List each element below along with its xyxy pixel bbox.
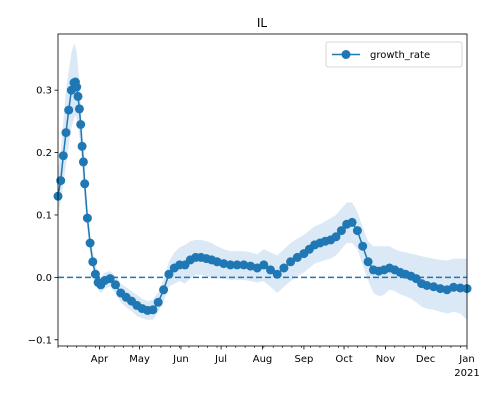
- data-point: [232, 260, 242, 270]
- data-point: [111, 280, 120, 290]
- data-point: [435, 284, 445, 294]
- data-point: [82, 213, 92, 223]
- data-point: [455, 283, 465, 293]
- data-point: [219, 259, 229, 269]
- x-tick-label: Apr: [91, 354, 109, 365]
- chart-title: IL: [257, 16, 268, 30]
- data-point: [76, 120, 86, 129]
- x-tick-label: Jul: [214, 354, 227, 365]
- y-tick-label: 0.2: [36, 148, 52, 159]
- data-point: [61, 128, 71, 138]
- data-point: [292, 252, 302, 262]
- data-point: [56, 176, 66, 186]
- data-point: [105, 274, 115, 284]
- data-point: [85, 238, 95, 248]
- x-tick-label: May: [129, 354, 150, 365]
- data-point: [148, 305, 158, 315]
- y-tick-label: −0.1: [28, 335, 52, 346]
- data-point: [64, 105, 74, 115]
- legend-series-label: growth_rate: [370, 50, 430, 61]
- data-point: [73, 91, 83, 101]
- data-point: [159, 285, 169, 295]
- data-point: [78, 157, 88, 167]
- data-point: [72, 82, 82, 92]
- data-point: [58, 151, 68, 161]
- x-tick-label: Dec: [416, 354, 435, 365]
- data-point: [153, 297, 163, 307]
- legend-box: [325, 41, 463, 68]
- x-tick-label: Jun: [172, 354, 189, 365]
- y-tick-label: 0.3: [36, 86, 52, 97]
- data-point: [77, 141, 87, 151]
- data-point: [336, 226, 346, 236]
- data-point: [363, 257, 373, 267]
- x-tick-year-label: 2021: [454, 368, 479, 379]
- data-point: [286, 257, 296, 267]
- data-point: [279, 263, 289, 273]
- data-point: [272, 269, 282, 279]
- data-point: [90, 269, 100, 279]
- legend: growth_rate: [325, 41, 463, 68]
- data-point: [80, 179, 90, 189]
- y-tick-label: 0.1: [36, 210, 52, 221]
- x-tick-label: Oct: [335, 354, 352, 365]
- x-tick-label: Nov: [376, 354, 396, 365]
- data-point: [347, 217, 357, 227]
- x-tick-label: Jan: [458, 354, 474, 365]
- legend-series-marker: [341, 50, 351, 59]
- data-point: [88, 257, 98, 267]
- data-point: [164, 269, 174, 279]
- data-point: [331, 232, 341, 242]
- x-tick-label: Aug: [253, 354, 273, 365]
- data-point: [225, 260, 235, 270]
- data-point: [239, 260, 249, 270]
- data-point: [266, 265, 275, 275]
- data-point: [422, 281, 432, 290]
- axes-layer: −0.1 0.0 0.1 0.2 0.3 Apr May Jun Jul Aug Sep Oct Nov…: [28, 33, 480, 379]
- series-layer: [53, 77, 472, 315]
- data-point: [74, 104, 84, 114]
- data-point: [259, 260, 269, 270]
- data-point: [449, 282, 459, 292]
- data-point: [358, 241, 368, 251]
- data-point: [352, 226, 362, 236]
- x-tick-label: Sep: [295, 354, 314, 365]
- y-tick-label: 0.0: [36, 273, 52, 284]
